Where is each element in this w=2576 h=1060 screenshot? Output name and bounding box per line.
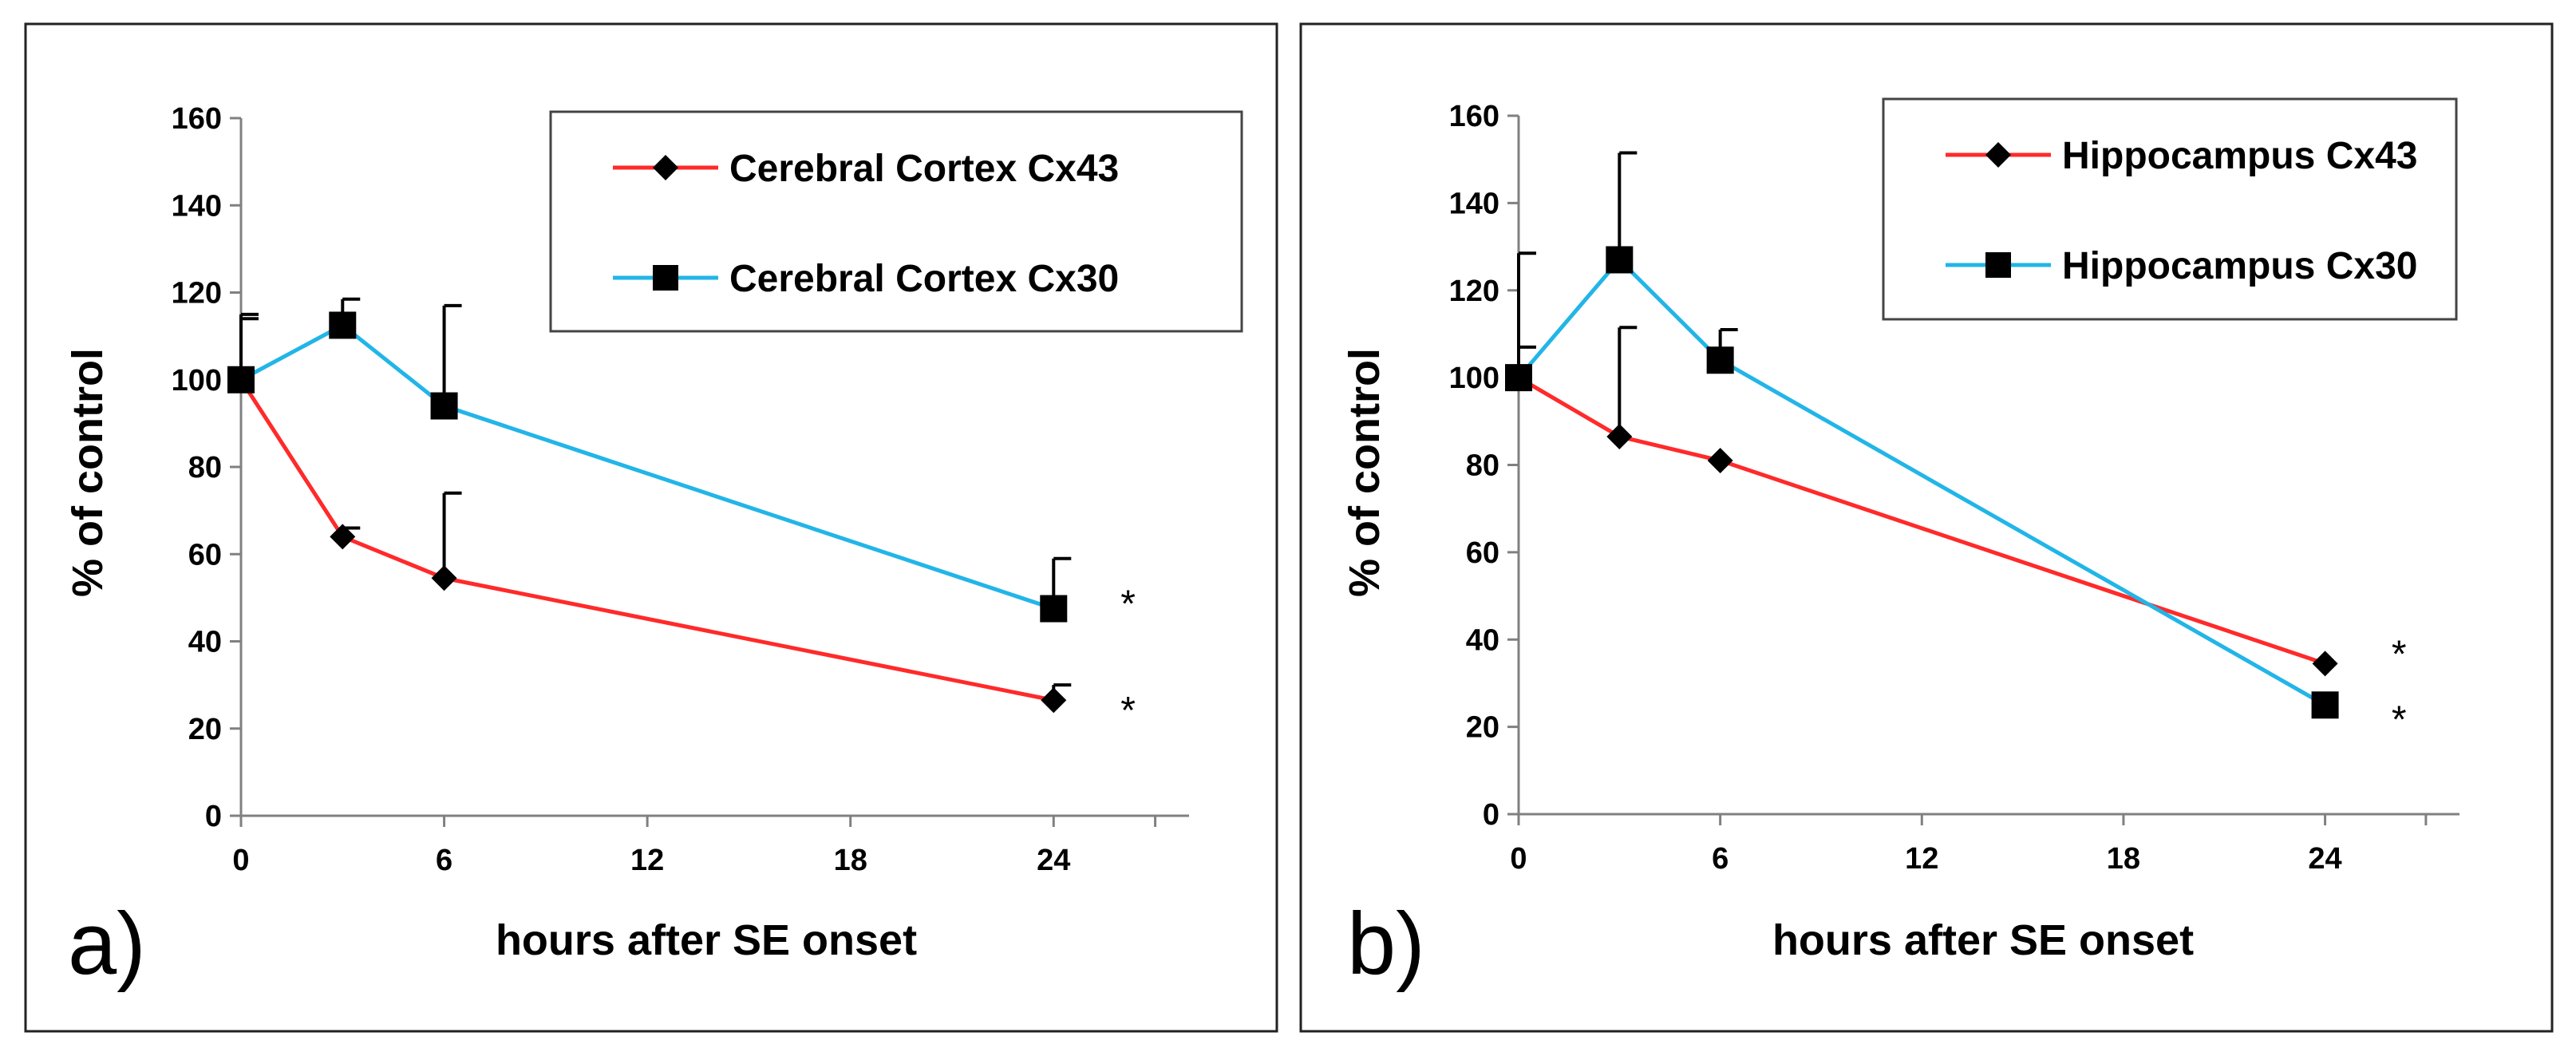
significance-star-b: *: [2392, 699, 2407, 742]
data-point-square-a: [430, 392, 458, 420]
data-point-square-a: [329, 311, 357, 339]
x-tick-label-a: 0: [232, 844, 249, 877]
x-tick-label-a: 18: [834, 844, 867, 877]
data-point-diamond-b: [1707, 448, 1733, 474]
data-point-diamond-a: [1041, 687, 1067, 714]
y-tick-label-a: 140: [172, 189, 222, 223]
y-tick-label-b: 160: [1449, 100, 1499, 133]
data-point-diamond-a: [431, 565, 457, 591]
y-axis-title-b: % of control: [1341, 348, 1389, 597]
data-point-diamond-b: [2312, 651, 2338, 677]
legend-marker-square-a: [653, 265, 678, 291]
x-tick-label-b: 12: [1905, 842, 1938, 876]
y-tick-label-a: 40: [188, 626, 222, 659]
legend-label-a-2: Cerebral Cortex Cx30: [729, 258, 1119, 300]
chart-panel-a: a) hours after SE onset % of control 0 20…: [64, 102, 1243, 993]
panel-b-frame: [1299, 22, 2554, 1033]
legend-box-a: [549, 110, 1243, 333]
y-tick-label-a: 80: [188, 451, 222, 485]
panel-label-a: a): [68, 895, 146, 993]
y-tick-label-a: 20: [188, 713, 222, 746]
legend-label-b-2: Hippocampus Cx30: [2062, 245, 2417, 287]
y-tick-label-b: 80: [1466, 449, 1499, 483]
x-tick-label-b: 24: [2308, 842, 2341, 876]
data-point-diamond-b: [1606, 423, 1633, 449]
legend-marker-diamond-b: [1985, 142, 2011, 168]
y-tick-label-a: 120: [172, 277, 222, 310]
panel-a-frame: [24, 22, 1278, 1033]
x-tick-label-a: 12: [630, 844, 664, 877]
y-tick-label-b: 60: [1466, 536, 1499, 570]
y-tick-label-b: 20: [1466, 711, 1499, 745]
significance-star-a: *: [1120, 583, 1136, 625]
x-tick-label-b: 0: [1510, 842, 1527, 876]
x-tick-label-b: 18: [2107, 842, 2140, 876]
data-point-square-b: [2311, 691, 2339, 719]
y-tick-label-a: 60: [188, 538, 222, 572]
y-tick-label-a: 100: [172, 364, 222, 398]
significance-star-a: *: [1120, 690, 1136, 732]
panel-label-b: b): [1347, 895, 1425, 993]
data-point-square-b: [1706, 346, 1734, 374]
series-line-a-1: [239, 378, 1054, 702]
data-point-square-b: [1505, 364, 1532, 392]
y-tick-label-a: 0: [205, 800, 222, 833]
y-tick-label-b: 40: [1466, 623, 1499, 657]
legend-box-b: [1882, 97, 2458, 321]
y-tick-label-b: 140: [1449, 187, 1499, 220]
series-line-a-2: [239, 322, 1055, 611]
y-tick-label-b: 0: [1483, 798, 1499, 832]
chart-panel-b: b) hours after SE onset % of control 0 20…: [1341, 97, 2459, 993]
x-tick-label-b: 6: [1712, 842, 1729, 876]
x-axis-title-a: hours after SE onset: [496, 916, 917, 964]
significance-star-b: *: [2392, 634, 2407, 676]
legend-label-a-1: Cerebral Cortex Cx43: [729, 148, 1119, 190]
y-tick-label-a: 160: [172, 102, 222, 136]
x-tick-label-a: 6: [436, 844, 452, 877]
y-tick-label-b: 100: [1449, 362, 1499, 395]
y-axis-title-a: % of control: [64, 348, 112, 597]
data-point-square-b: [1606, 246, 1634, 274]
legend-marker-diamond-a: [653, 155, 678, 180]
x-axis-title-b: hours after SE onset: [1772, 916, 2194, 964]
y-tick-label-b: 120: [1449, 275, 1499, 308]
data-point-diamond-a: [330, 524, 356, 550]
x-tick-label-a: 24: [1037, 844, 1070, 877]
series-line-b-2: [1517, 256, 2326, 707]
data-point-square-a: [227, 366, 255, 394]
legend-label-b-1: Hippocampus Cx43: [2062, 135, 2417, 177]
series-line-b-1: [1517, 375, 2326, 666]
data-point-square-a: [1040, 595, 1068, 623]
legend-marker-square-b: [1985, 252, 2011, 278]
